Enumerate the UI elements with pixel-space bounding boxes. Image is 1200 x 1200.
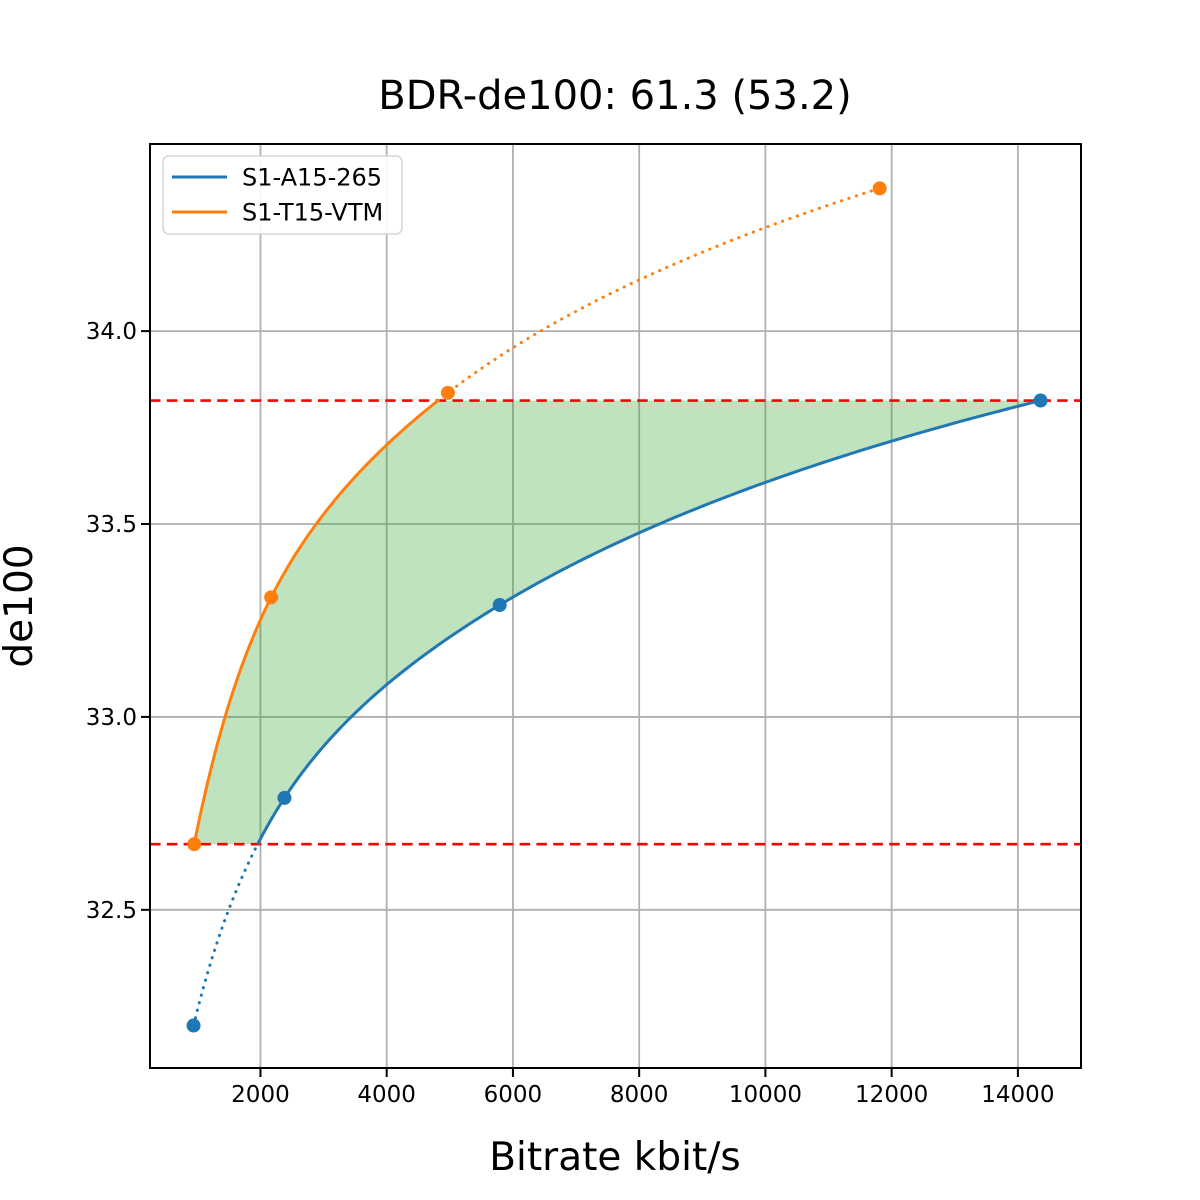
data-point-s1-a15-265 [1033,393,1048,408]
x-tick-label: 6000 [484,1082,543,1108]
data-point-s1-t15-vtm [264,590,279,605]
legend-item-label-s1-t15-vtm: S1-T15-VTM [242,198,383,226]
x-tick-label: 4000 [357,1082,416,1108]
series-curve-s1-t15-vtm-dotted [436,186,882,403]
y-tick-label: 34.0 [86,319,137,345]
x-tick-label: 8000 [610,1082,669,1108]
y-tick-label: 32.5 [86,898,137,924]
x-tick-label: 14000 [981,1082,1054,1108]
series-curve-s1-t15-vtm-solid [192,399,439,845]
series-curve-s1-a15-265-solid [256,399,1041,845]
data-point-s1-t15-vtm [187,837,202,852]
x-tick-label: 12000 [855,1082,928,1108]
data-point-s1-a15-265 [277,790,292,805]
series-curve-s1-a15-265-dotted [192,842,260,1028]
x-axis-label: Bitrate kbit/s [489,1135,740,1180]
data-point-s1-a15-265 [492,598,507,613]
chart-title: BDR-de100: 61.3 (53.2) [378,73,851,119]
y-tick-label: 33.5 [86,512,137,538]
data-point-s1-t15-vtm [872,181,887,196]
plot-area: 2000 4000 6000 8000 10000 12000 14000 32.5 33.0 3… [86,143,1082,1108]
x-tick-label: 10000 [729,1082,802,1108]
x-tick-label: 2000 [231,1082,290,1108]
plot-border [149,143,1082,1069]
legend-item-label-s1-a15-265: S1-A15-265 [242,163,382,191]
bd-region-fill [194,400,1041,845]
y-axis-label: de100 [0,544,42,667]
data-point-s1-t15-vtm [440,385,455,400]
data-point-s1-a15-265 [186,1018,201,1033]
y-tick-label: 33.0 [86,705,137,731]
